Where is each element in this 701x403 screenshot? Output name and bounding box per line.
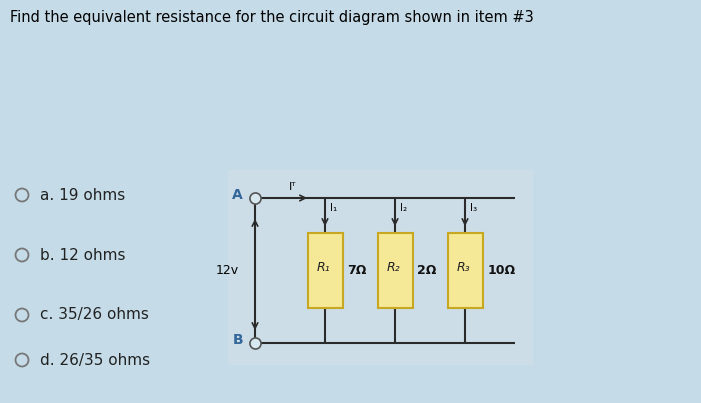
Bar [378, 233, 412, 308]
Bar [308, 233, 343, 308]
Text: 2Ω: 2Ω [418, 264, 437, 277]
Text: R₁: R₁ [316, 261, 329, 274]
Text: d. 26/35 ohms: d. 26/35 ohms [40, 353, 150, 368]
Text: B: B [232, 333, 243, 347]
Bar [228, 170, 533, 365]
Text: 7Ω: 7Ω [348, 264, 367, 277]
Text: a. 19 ohms: a. 19 ohms [40, 187, 125, 202]
Text: R₂: R₂ [386, 261, 400, 274]
Text: 12v: 12v [215, 264, 238, 277]
Text: 10Ω: 10Ω [487, 264, 516, 277]
Text: Iᵀ: Iᵀ [289, 182, 297, 192]
Text: I₂: I₂ [400, 203, 407, 213]
Text: Find the equivalent resistance for the circuit diagram shown in item #3: Find the equivalent resistance for the c… [10, 10, 533, 25]
Text: I₃: I₃ [470, 203, 477, 213]
Text: A: A [232, 188, 243, 202]
Text: I₁: I₁ [330, 203, 337, 213]
Bar [447, 233, 482, 308]
Text: R₃: R₃ [456, 261, 470, 274]
Text: c. 35/26 ohms: c. 35/26 ohms [40, 307, 149, 322]
Text: b. 12 ohms: b. 12 ohms [40, 247, 125, 262]
